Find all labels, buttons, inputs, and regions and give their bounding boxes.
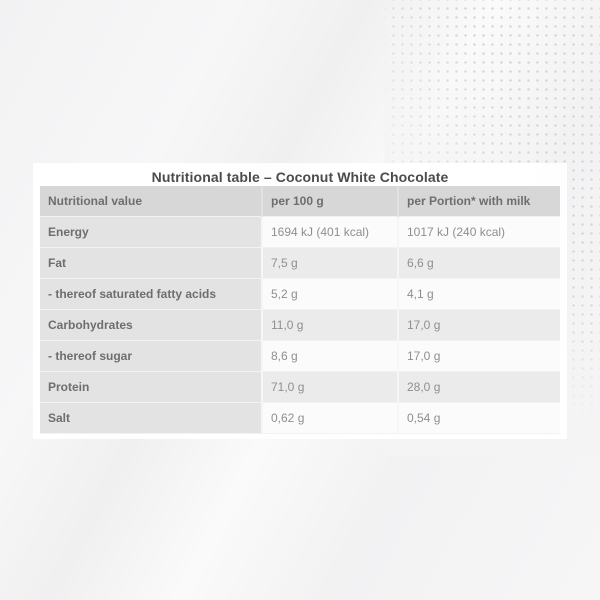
row-label: Salt [40, 402, 262, 434]
row-value-per-100g: 8,6 g [261, 340, 398, 372]
column-header-per-portion-with-milk: per Portion* with milk [397, 186, 560, 217]
row-label: - thereof sugar [40, 340, 262, 372]
row-value-per-100g: 0,62 g [261, 402, 398, 434]
column-header-nutritional-value: Nutritional value [40, 186, 262, 217]
row-label: Carbohydrates [40, 309, 262, 341]
table-row: Energy 1694 kJ (401 kcal) 1017 kJ (240 k… [40, 216, 560, 248]
row-value-per-100g: 7,5 g [261, 247, 398, 279]
row-value-per-portion: 6,6 g [397, 247, 560, 279]
table-row: Salt 0,62 g 0,54 g [40, 402, 560, 434]
row-value-per-portion: 4,1 g [397, 278, 560, 310]
nutrition-card: Nutritional table – Coconut White Chocol… [33, 163, 567, 439]
row-label: - thereof saturated fatty acids [40, 278, 262, 310]
card-title: Nutritional table – Coconut White Chocol… [151, 169, 449, 185]
row-value-per-portion: 28,0 g [397, 371, 560, 403]
row-value-per-100g: 71,0 g [261, 371, 398, 403]
row-value-per-100g: 11,0 g [261, 309, 398, 341]
table-header-row: Nutritional value per 100 g per Portion*… [40, 186, 560, 217]
table-row: Fat 7,5 g 6,6 g [40, 247, 560, 279]
nutrition-table: Nutritional value per 100 g per Portion*… [40, 186, 560, 434]
table-row: - thereof saturated fatty acids 5,2 g 4,… [40, 278, 560, 310]
row-value-per-portion: 1017 kJ (240 kcal) [397, 216, 560, 248]
row-value-per-100g: 5,2 g [261, 278, 398, 310]
row-value-per-100g: 1694 kJ (401 kcal) [261, 216, 398, 248]
column-header-per-100g: per 100 g [261, 186, 398, 217]
row-label: Protein [40, 371, 262, 403]
row-value-per-portion: 17,0 g [397, 340, 560, 372]
table-row: Protein 71,0 g 28,0 g [40, 371, 560, 403]
table-row: Carbohydrates 11,0 g 17,0 g [40, 309, 560, 341]
row-label: Energy [40, 216, 262, 248]
table-row: - thereof sugar 8,6 g 17,0 g [40, 340, 560, 372]
row-value-per-portion: 17,0 g [397, 309, 560, 341]
row-value-per-portion: 0,54 g [397, 402, 560, 434]
row-label: Fat [40, 247, 262, 279]
